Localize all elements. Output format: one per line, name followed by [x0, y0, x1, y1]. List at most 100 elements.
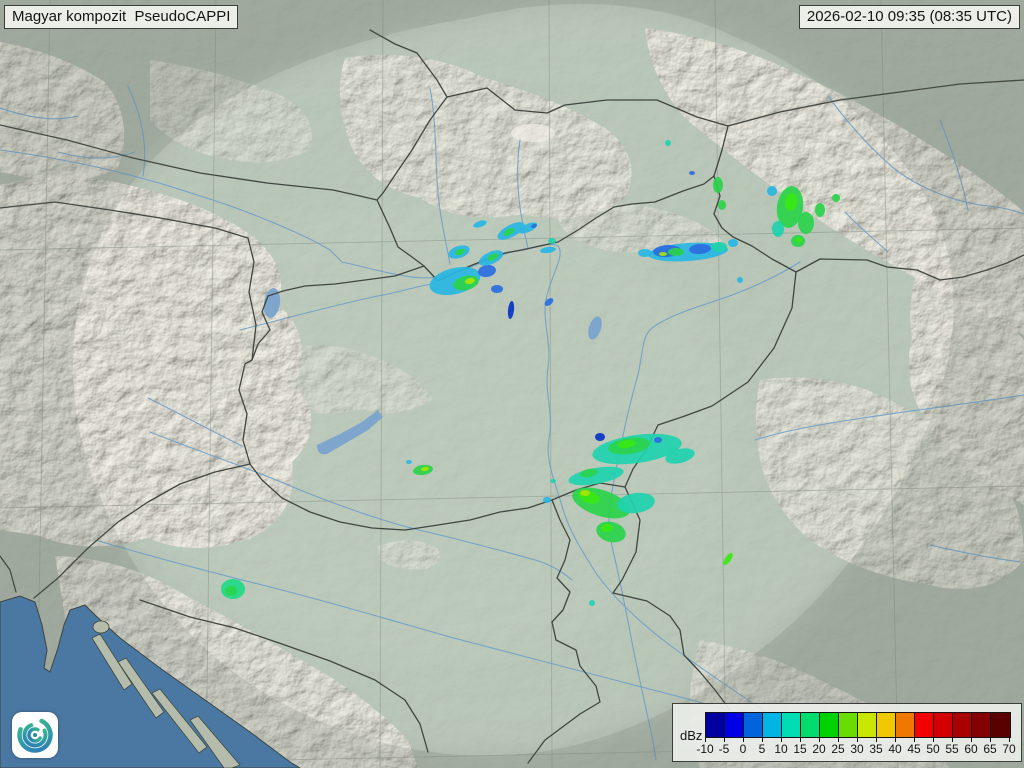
radar-echo — [654, 437, 662, 443]
radar-echo — [668, 248, 684, 256]
river-alpine-2 — [57, 151, 136, 159]
border-hr-srb — [527, 499, 601, 764]
radar-echo — [491, 285, 503, 293]
border-hu-ua-ro — [713, 175, 797, 273]
legend-color-cell — [877, 713, 896, 737]
border-cz-at — [0, 124, 425, 267]
river-se-small — [929, 544, 1021, 563]
river-alpine-3 — [127, 85, 146, 177]
borders-layer — [0, 29, 1024, 764]
radar-echo — [767, 186, 777, 196]
radar-echo — [796, 237, 802, 243]
radar-echo — [487, 253, 499, 261]
radar-echo — [713, 177, 723, 193]
legend-color-cell — [839, 713, 858, 737]
radar-echo — [589, 600, 595, 606]
legend-tick-label: 30 — [850, 742, 864, 756]
product-title: Magyar kompozit PseudoCAPPI — [4, 5, 239, 29]
border-pl-ua — [727, 79, 1024, 127]
radar-echo — [421, 466, 429, 472]
radar-echo — [580, 468, 598, 478]
legend-tick-label: 20 — [812, 742, 826, 756]
radar-echo — [832, 194, 840, 202]
radar-echo — [544, 298, 554, 306]
legend-tick-mark — [952, 738, 953, 742]
legend-color-cell — [801, 713, 820, 737]
radar-echo — [737, 277, 743, 283]
radar-echo — [543, 497, 551, 503]
legend-color-cell — [972, 713, 991, 737]
legend-tick-label: 70 — [1002, 742, 1016, 756]
river-hron — [517, 139, 529, 249]
legend-tick-mark — [933, 738, 934, 742]
dbz-unit-label: dBz — [680, 728, 703, 743]
legend-color-cell — [934, 713, 953, 737]
radar-echo — [225, 586, 237, 596]
radar-echo — [406, 460, 412, 464]
island — [91, 633, 133, 691]
radar-echo — [548, 238, 556, 244]
radar-echo — [507, 301, 515, 319]
legend-tick-mark — [895, 738, 896, 742]
legend-tick-label: 50 — [926, 742, 940, 756]
legend-color-cell — [763, 713, 782, 737]
border-hu-west — [238, 265, 425, 465]
hungaromet-logo — [12, 712, 58, 758]
radar-echo — [723, 553, 733, 565]
legend-tick-mark — [781, 738, 782, 742]
radar-echo — [665, 140, 671, 146]
radar-echo — [718, 200, 726, 210]
border-at-south — [0, 201, 257, 361]
legend-tick-mark — [800, 738, 801, 742]
lake-tisza — [588, 316, 602, 340]
legend-tick-mark — [724, 738, 725, 742]
legend-tick-label: 35 — [869, 742, 883, 756]
border-pl-sk — [446, 87, 729, 127]
adriatic-layer — [0, 595, 301, 768]
legend-tick-label: 25 — [831, 742, 845, 756]
radar-echo — [772, 221, 784, 237]
radar-echo — [617, 492, 655, 514]
border-hu-south — [249, 463, 626, 531]
radar-echo — [455, 248, 465, 256]
dbz-legend: dBz -10 -5 0 5 10 15 20 25 30 35 40 45 50 55 60 65 70 — [672, 703, 1022, 762]
legend-tick-label: -5 — [718, 742, 730, 756]
river-sava — [94, 539, 861, 743]
legend-tick-label: 40 — [888, 742, 902, 756]
radar-echo — [465, 277, 475, 285]
river-tributary-ne — [844, 211, 889, 253]
radar-echo — [550, 479, 556, 483]
radar-echo — [728, 239, 738, 247]
legend-tick-label: 45 — [907, 742, 921, 756]
river-mures — [754, 394, 1024, 441]
radar-echo — [473, 220, 487, 228]
legend-tick-mark — [705, 738, 706, 742]
river-raba — [239, 283, 433, 331]
radar-echo — [689, 243, 711, 255]
legend-tick-mark — [857, 738, 858, 742]
legend-tick-label: 5 — [758, 742, 766, 756]
legend-tick-label: 0 — [739, 742, 747, 756]
radar-echo — [689, 171, 695, 175]
legend-tick-label: 65 — [983, 742, 997, 756]
river-danube — [341, 243, 816, 749]
legend-tick-mark — [914, 738, 915, 742]
legend-color-cell — [820, 713, 839, 737]
border-sk-ua — [713, 125, 729, 177]
radar-echo — [659, 252, 667, 256]
legend-tick-label: 60 — [964, 742, 978, 756]
legend-tick-mark — [819, 738, 820, 742]
legend-tick-mark — [971, 738, 972, 742]
radar-echo — [784, 193, 798, 211]
border-cz-sk — [369, 29, 448, 201]
river-mura — [147, 397, 243, 447]
legend-tick-label: -10 — [696, 742, 714, 756]
legend-color-cell — [915, 713, 934, 737]
legend-tick-mark — [1009, 738, 1010, 742]
river-alpine-1 — [0, 107, 79, 120]
island — [189, 715, 241, 768]
legend-tick-mark — [990, 738, 991, 742]
radar-echo — [665, 448, 695, 464]
legend-color-cell — [953, 713, 972, 737]
